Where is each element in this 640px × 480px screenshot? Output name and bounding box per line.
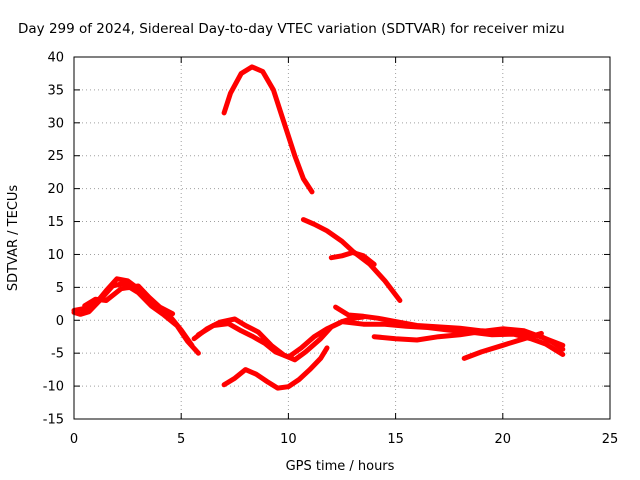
y-tick-label: 5 xyxy=(56,281,64,296)
y-tick-label: 25 xyxy=(47,149,64,164)
plot-series xyxy=(71,64,566,391)
plot-frame xyxy=(73,56,611,420)
x-tick-label: 0 xyxy=(70,432,78,447)
series-track-h xyxy=(328,250,377,267)
series-track-m xyxy=(461,330,544,361)
chart-title: Day 299 of 2024, Sidereal Day-to-day VTE… xyxy=(18,21,565,37)
x-tick-label: 20 xyxy=(495,432,512,447)
x-axis-label: GPS time / hours xyxy=(286,459,395,474)
x-tick-label: 5 xyxy=(177,432,185,447)
series-track-k xyxy=(339,319,566,357)
x-tick-label: 25 xyxy=(602,432,619,447)
series-track-f xyxy=(221,64,315,195)
axis-ticks: -15 -10 -5 0 5 10 15 20 25 30 35 40 0 5 10 15 20 25 xyxy=(43,51,619,448)
y-tick-label: 20 xyxy=(47,182,64,197)
series-track-g xyxy=(300,217,403,303)
series-track-c xyxy=(82,283,176,317)
y-tick-label: 15 xyxy=(47,215,64,230)
y-tick-label: 10 xyxy=(47,248,64,263)
y-tick-label: 40 xyxy=(47,51,64,66)
y-tick-label: -10 xyxy=(43,380,64,395)
y-axis-label: SDTVAR / TECUs xyxy=(6,185,21,292)
y-tick-label: 30 xyxy=(47,116,64,131)
y-tick-label: -5 xyxy=(51,347,64,362)
x-tick-label: 15 xyxy=(387,432,404,447)
y-tick-label: 35 xyxy=(47,83,64,98)
series-track-b xyxy=(71,280,201,356)
y-tick-label: -15 xyxy=(43,413,64,428)
grid xyxy=(74,57,610,419)
series-track-e xyxy=(195,320,343,360)
series-track-i xyxy=(221,345,330,391)
y-tick-label: 0 xyxy=(56,314,64,329)
x-tick-label: 10 xyxy=(280,432,297,447)
